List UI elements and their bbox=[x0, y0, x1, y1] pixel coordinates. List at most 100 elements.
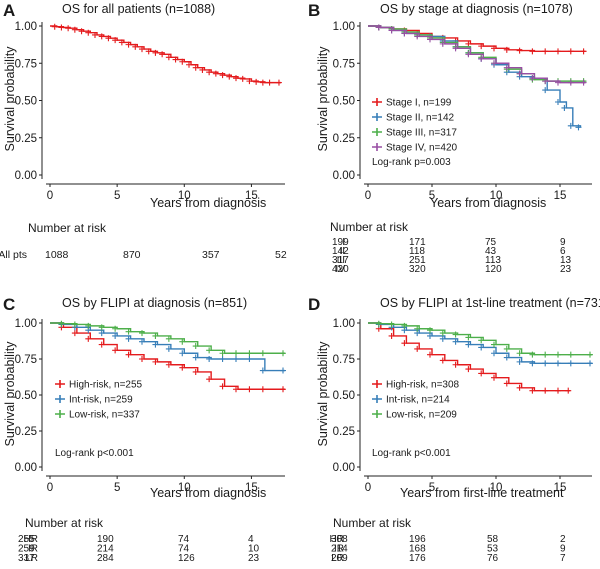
censor-mark bbox=[179, 364, 186, 371]
censor-mark bbox=[219, 350, 226, 357]
censor-mark bbox=[388, 27, 395, 34]
censor-mark bbox=[71, 26, 78, 33]
censor-mark bbox=[414, 33, 421, 40]
risk-row-label: LR bbox=[331, 553, 344, 564]
chart-title: OS for all patients (n=1088) bbox=[62, 2, 215, 16]
censor-mark bbox=[51, 23, 58, 30]
censor-mark bbox=[179, 350, 186, 357]
y-axis-label: Survival probability bbox=[3, 341, 17, 447]
panel-b: B OS by stage at diagnosis (n=1078) 0.00 0.… bbox=[308, 1, 592, 275]
censor-mark bbox=[192, 64, 199, 71]
censor-mark bbox=[401, 30, 408, 37]
risk-value: 196 bbox=[409, 534, 426, 545]
censor-mark bbox=[233, 75, 239, 82]
risk-value: 176 bbox=[409, 553, 426, 564]
censor-mark bbox=[452, 45, 459, 52]
legend-key bbox=[372, 113, 382, 121]
censor-mark bbox=[152, 332, 159, 339]
censor-mark bbox=[219, 383, 226, 390]
censor-mark bbox=[152, 49, 159, 56]
censor-mark bbox=[491, 350, 497, 357]
risk-value: 420 bbox=[332, 264, 349, 275]
risk-value: 53 bbox=[487, 544, 499, 555]
censor-mark bbox=[219, 356, 226, 362]
censor-mark bbox=[452, 331, 459, 338]
censor-mark bbox=[58, 24, 65, 31]
censor-mark bbox=[427, 351, 433, 358]
censor-mark bbox=[439, 330, 446, 337]
y-tick-label: 0.00 bbox=[15, 462, 37, 474]
risk-value: 75 bbox=[485, 237, 497, 248]
risk-value: 214 bbox=[331, 544, 348, 555]
risk-value: 199 bbox=[332, 237, 349, 248]
logrank-annotation: Log-rank p<0.001 bbox=[55, 448, 134, 459]
risk-table-title: Number at risk bbox=[28, 221, 107, 235]
risk-value: 870 bbox=[123, 249, 141, 261]
risk-value: 308 bbox=[331, 534, 348, 545]
legend-label: Stage I, n=199 bbox=[386, 98, 452, 109]
censor-mark bbox=[555, 79, 561, 86]
risk-value: 43 bbox=[485, 246, 497, 257]
censor-mark bbox=[516, 384, 523, 391]
censor-mark bbox=[192, 368, 199, 375]
censor-mark bbox=[503, 354, 510, 361]
censor-mark bbox=[529, 75, 536, 82]
y-tick-label: 0.00 bbox=[15, 170, 37, 182]
risk-value: 23 bbox=[248, 553, 260, 564]
x-tick-label: 15 bbox=[245, 190, 258, 202]
series-low-risk bbox=[368, 320, 593, 358]
y-tick-label: 0.00 bbox=[333, 170, 355, 182]
risk-value: 118 bbox=[409, 246, 425, 257]
risk-value: 7 bbox=[560, 553, 566, 564]
censor-mark bbox=[529, 351, 536, 358]
censor-mark bbox=[587, 360, 593, 367]
censor-mark bbox=[503, 380, 510, 387]
risk-value: 2 bbox=[560, 534, 566, 545]
censor-mark bbox=[516, 70, 523, 77]
censor-mark bbox=[159, 51, 166, 58]
censor-mark bbox=[98, 324, 105, 331]
censor-mark bbox=[85, 322, 92, 329]
x-axis-label: Years from diagnosis bbox=[430, 196, 546, 210]
x-axis-label: Years from diagnosis bbox=[150, 486, 266, 500]
risk-value: 126 bbox=[178, 553, 195, 564]
x-tick-label: 0 bbox=[47, 190, 53, 202]
x-tick-label: 0 bbox=[365, 482, 371, 494]
x-tick-label: 10 bbox=[178, 482, 191, 494]
risk-value: 74 bbox=[178, 544, 190, 555]
censor-mark bbox=[118, 39, 125, 46]
censor-mark bbox=[401, 340, 408, 347]
censor-mark bbox=[427, 36, 433, 43]
y-tick-label: 0.75 bbox=[15, 58, 37, 70]
y-axis-label: Survival probability bbox=[316, 341, 330, 447]
x-axis-label: Years from first-line treatment bbox=[400, 486, 564, 500]
logrank-annotation: Log-rank p<0.001 bbox=[372, 448, 451, 459]
risk-value: 1088 bbox=[45, 249, 69, 261]
risk-value: 76 bbox=[487, 553, 499, 564]
censor-mark bbox=[465, 366, 472, 373]
censor-mark bbox=[165, 345, 172, 352]
risk-value: 320 bbox=[409, 264, 426, 275]
panel-letter: C bbox=[3, 295, 15, 314]
legend-label: Stage III, n=317 bbox=[386, 128, 457, 139]
censor-mark bbox=[71, 321, 78, 328]
censor-mark bbox=[465, 51, 472, 58]
censor-mark bbox=[516, 358, 523, 365]
censor-mark bbox=[555, 98, 561, 105]
risk-value: 58 bbox=[487, 534, 499, 545]
legend-key bbox=[372, 380, 382, 388]
panel-a: A OS for all patients (n=1088) 0.00 0.25 0.5… bbox=[0, 1, 287, 261]
censor-mark bbox=[112, 37, 119, 44]
chart-title: OS by FLIPI at diagnosis (n=851) bbox=[62, 296, 247, 310]
censor-mark bbox=[587, 351, 593, 358]
censor-mark bbox=[152, 358, 159, 365]
censor-mark bbox=[98, 330, 105, 337]
censor-mark bbox=[516, 350, 523, 357]
risk-table-title: Number at risk bbox=[330, 220, 409, 234]
x-tick-label: 5 bbox=[429, 190, 435, 202]
x-tick-label: 0 bbox=[365, 190, 371, 202]
series-all-patients bbox=[50, 23, 282, 86]
x-tick-label: 15 bbox=[245, 482, 258, 494]
censor-mark bbox=[542, 48, 549, 55]
censor-mark bbox=[219, 72, 226, 79]
